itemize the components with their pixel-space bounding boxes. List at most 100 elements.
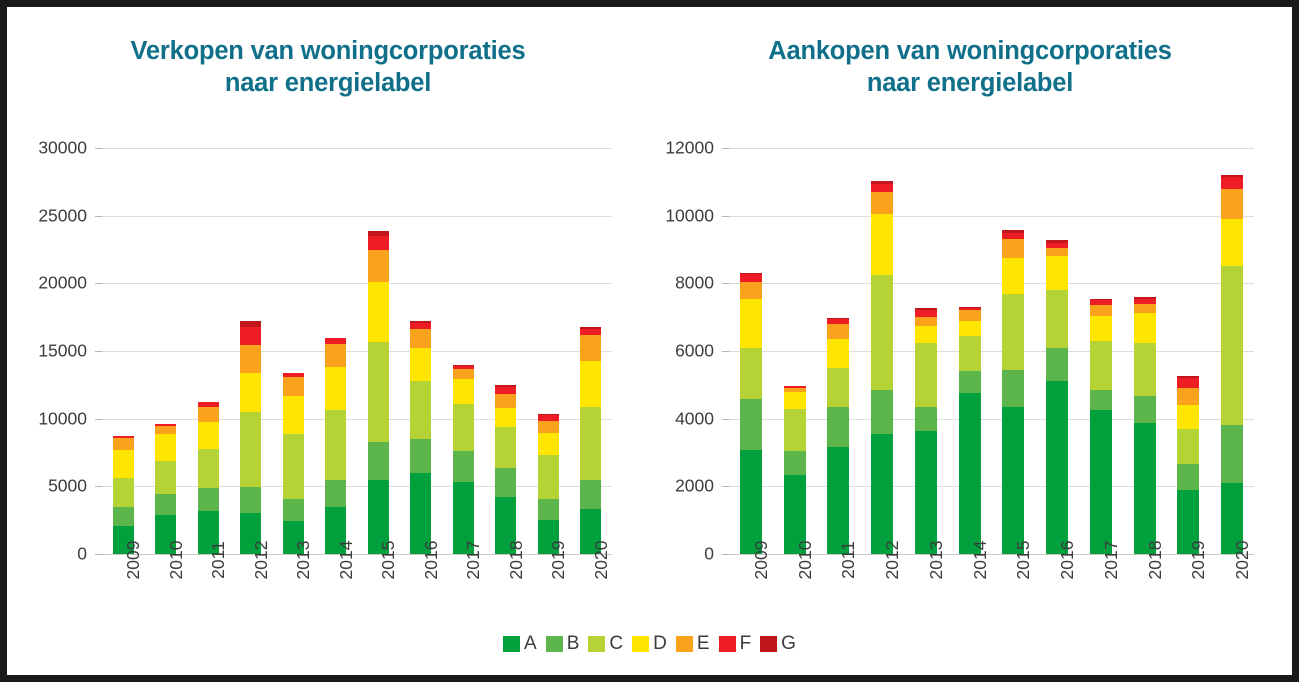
stacked-bar[interactable] [1177,376,1200,554]
bar-segment-g [580,327,602,329]
stacked-bar[interactable] [112,436,134,554]
bar-slot [1210,148,1254,554]
stacked-bar[interactable] [1046,240,1069,554]
stacked-bar[interactable] [783,385,806,554]
stacked-bar[interactable] [1002,229,1025,554]
y-axis-tick-label: 12000 [665,137,714,158]
stacked-bar[interactable] [155,423,177,554]
stacked-bar[interactable] [367,231,389,554]
legend-swatch-icon [718,635,736,652]
stacked-bar[interactable] [282,373,304,554]
bar-segment-g [495,384,517,387]
x-axis-slot: 2014 [315,541,358,626]
bar-slot [442,148,485,554]
bar-segment-f [282,373,304,377]
legend-item-g[interactable]: G [760,634,796,653]
y-axis-tick-mark [95,283,102,285]
figure-canvas: Verkopen van woningcorporaties naar ener… [7,7,1292,675]
bar-segment-e [739,282,762,300]
stacked-bar[interactable] [240,321,262,554]
bar-segment-d [580,361,602,407]
bar-segment-d [1133,312,1156,344]
x-axis-slot: 2017 [442,541,485,626]
stacked-bar[interactable] [958,307,981,554]
bar-slot [315,148,358,554]
stacked-bar[interactable] [410,320,432,554]
gridline [102,486,612,488]
y-axis-tick-label: 0 [704,543,714,564]
y-axis-tick-label: 2000 [675,475,714,496]
bar-segment-c [580,406,602,480]
bar-segment-d [537,432,559,455]
x-axis-slot: 2016 [400,541,443,626]
gridline [102,148,612,149]
bar-segment-a [495,497,517,554]
legend-item-a[interactable]: A [503,634,537,653]
y-axis-tick-mark [722,283,729,285]
bar-segment-a [537,520,559,554]
bar-segment-b [197,487,219,511]
y-axis-tick-mark [95,215,102,217]
x-axis-slot: 2015 [357,541,400,626]
y-axis-tick-mark [95,418,102,420]
stacked-bar[interactable] [580,327,602,554]
bar-segment-a [871,433,894,554]
bar-segment-b [1221,425,1244,483]
bar-segment-g [1002,229,1025,233]
bar-segment-c [1177,428,1200,465]
bar-segment-c [827,367,850,407]
y-axis-tick-label: 20000 [38,272,87,293]
stacked-bar[interactable] [1221,175,1244,554]
legend-item-d[interactable]: D [632,634,667,653]
bar-slot [230,148,273,554]
legend-item-b[interactable]: B [545,634,579,653]
gridlines-right [729,148,1254,555]
bar-segment-a [580,508,602,554]
x-axis-slot: 2018 [485,541,528,626]
stacked-bar[interactable] [197,402,219,554]
gridline [729,351,1254,352]
bar-segment-c [240,411,262,488]
bar-slot [729,148,773,554]
bar-segment-a [282,520,304,554]
x-axis-tick-label: 2019 [1188,540,1209,580]
stacked-bar[interactable] [537,413,559,554]
legend-item-f[interactable]: F [718,634,751,653]
stacked-bar[interactable] [495,384,517,554]
stacked-bar[interactable] [325,337,347,554]
stacked-bar[interactable] [739,272,762,554]
plot-area-right [729,148,1254,555]
bar-segment-f [1002,232,1025,240]
x-axis-slot: 2013 [904,541,948,626]
bar-segment-c [325,409,347,480]
x-axis-tick-label: 2017 [463,540,484,580]
bar-segment-e [537,420,559,433]
x-axis-tick-label: 2014 [335,540,356,580]
bar-slot [400,148,443,554]
stacked-bar[interactable] [452,365,474,554]
legend-item-c[interactable]: C [588,634,623,653]
bar-segment-b [282,499,304,521]
stacked-bar[interactable] [914,308,937,554]
bar-segment-a [112,525,134,554]
bar-slot [992,148,1036,554]
bar-slot [1035,148,1079,554]
x-axis-tick-label: 2013 [925,540,946,580]
bar-segment-c [197,449,219,488]
bar-slot [145,148,188,554]
stacked-bar[interactable] [827,317,850,554]
x-axis-tick-label: 2018 [1144,540,1165,580]
stacked-bar[interactable] [871,181,894,554]
stacked-bar[interactable] [1133,296,1156,554]
stacked-bar[interactable] [1089,298,1112,554]
x-axis-labels-right: 2009 2010 2011 2012 2013 2014 2015 2016 2017 2018… [729,541,1254,626]
bar-segment-b [871,389,894,434]
bar-segment-e [783,388,806,392]
bar-segment-c [537,454,559,500]
bar-segment-d [112,449,134,478]
x-axis-slot: 2009 [729,541,773,626]
bar-segment-a [1133,422,1156,554]
bar-slot [357,148,400,554]
bar-segment-a [367,480,389,554]
legend-item-e[interactable]: E [675,634,710,653]
